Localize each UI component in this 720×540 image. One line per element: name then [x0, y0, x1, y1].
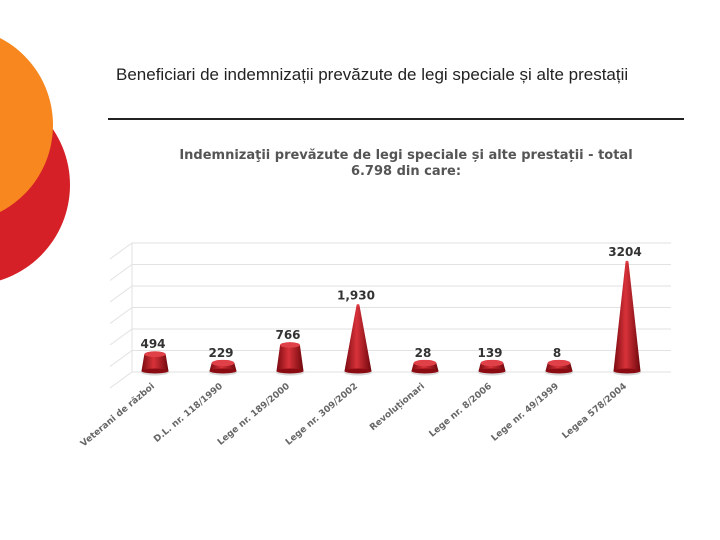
category-label: Lege nr. 189/2000 [216, 382, 292, 448]
bar-base [276, 368, 304, 374]
value-label: 8 [553, 346, 561, 360]
bar-base [613, 368, 641, 374]
value-label: 229 [208, 346, 233, 360]
gridline-depth [109, 307, 133, 324]
category-label: Lege nr. 49/1999 [490, 382, 561, 444]
bar-base [209, 368, 237, 374]
bar-top-cap [413, 359, 437, 367]
chart-title-line-2: 6.798 din care: [351, 164, 461, 179]
value-label: 1,930 [337, 288, 375, 302]
title-divider [108, 118, 684, 120]
value-label: 494 [140, 337, 165, 351]
bar-top-cap [144, 351, 166, 358]
slide-title: Beneficiari de indemnizații prevăzute de… [116, 65, 629, 84]
gridline-depth [109, 264, 133, 281]
category-label: Lege nr. 309/2002 [284, 382, 360, 448]
bar-base [344, 368, 372, 374]
value-label: 766 [275, 328, 300, 342]
gridline-depth [109, 350, 133, 367]
category-label: Revoluționari [368, 382, 427, 433]
bar-top-cap [625, 260, 629, 264]
bar-base [545, 368, 573, 374]
bar-base [411, 368, 439, 374]
bar-4 [344, 305, 372, 371]
category-label: Legea 578/2004 [561, 382, 629, 442]
bar-top-cap [480, 359, 504, 367]
value-label: 28 [415, 346, 432, 360]
bar-top-cap [547, 359, 571, 367]
gridlines [109, 242, 671, 389]
gridline-depth [109, 328, 133, 346]
gridline-depth [109, 242, 133, 260]
category-label: D.L. nr. 118/1990 [152, 382, 225, 445]
value-label: 139 [477, 346, 502, 360]
bar-1 [141, 354, 169, 371]
gridline-depth [109, 285, 133, 303]
gridline-depth [109, 371, 133, 389]
bar-8 [613, 262, 641, 371]
chart-title-line-1: Indemnizaţii prevăzute de legi speciale … [179, 148, 632, 163]
category-label: Lege nr. 8/2006 [428, 382, 494, 440]
chart-marks: 494 Veterani de război 229 D.L. nr. 118/199… [79, 245, 642, 449]
bar-top-cap [211, 359, 235, 367]
value-label: 3204 [608, 245, 641, 259]
bar-top-cap [280, 342, 300, 348]
bar-base [141, 368, 169, 374]
category-label: Veterani de război [79, 382, 157, 450]
bar-3 [276, 344, 304, 371]
orange-decor-circle [0, 37, 53, 213]
bar-base [478, 368, 506, 374]
bar-top-cap [356, 304, 360, 307]
